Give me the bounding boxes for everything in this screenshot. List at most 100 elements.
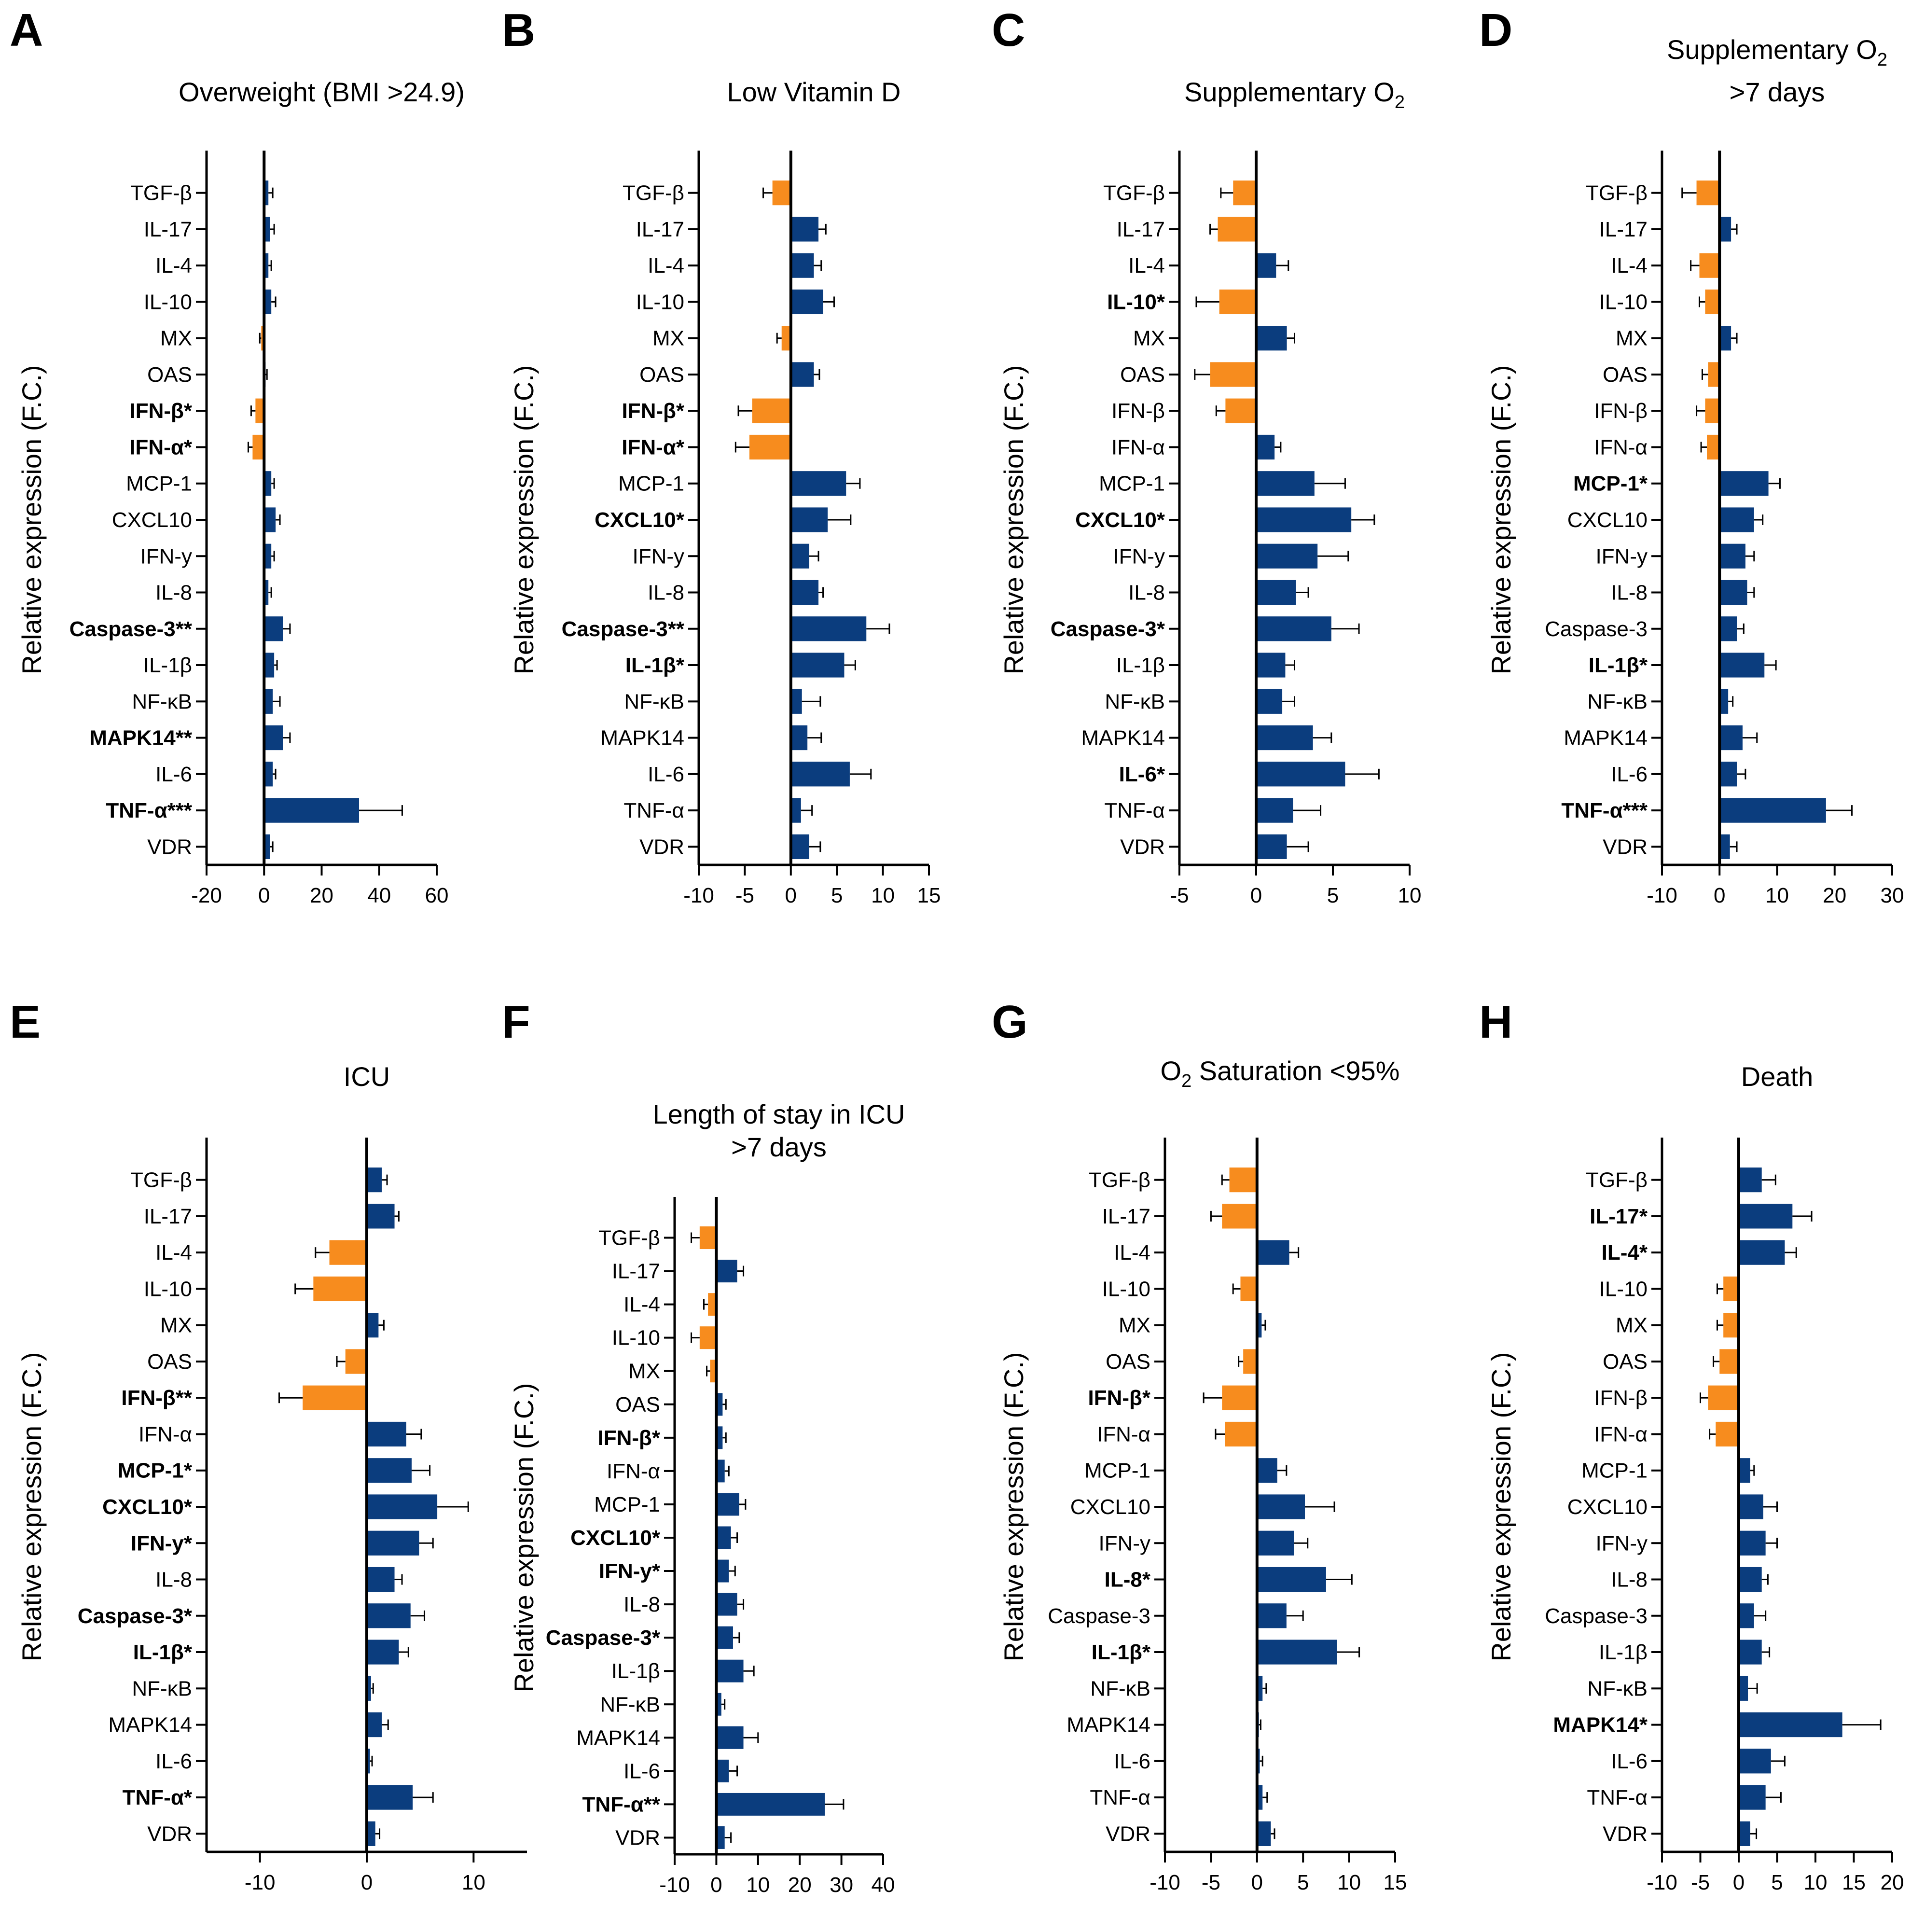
panel-b-error-bar-14 [844,660,856,671]
panel-c-category-label-15: NF-κB [1105,690,1165,713]
panel-a-error-bar-17 [273,768,277,779]
panel-b-x-tick-label-2: -5 [735,884,754,907]
panel-c-error-bar-9 [1314,478,1346,489]
panel-f-bar-19 [716,1826,725,1849]
panel-e-bar-14 [367,1640,399,1665]
panel-d-error-bar-8 [1700,442,1707,453]
panel-g-bar-5 [1257,1313,1262,1338]
panel-h-bar-5 [1723,1313,1739,1338]
panel-a-error-bar-8 [247,442,253,453]
panel-g-category-label-16: MAPK14 [1066,1713,1150,1737]
panel-d-bar-18 [1719,798,1826,823]
panel-g-error-bar-14 [1337,1647,1360,1658]
panel-h-bar-17 [1739,1749,1771,1774]
panel-e-category-label-16: MAPK14 [108,1713,192,1737]
panel-e-error-bar-8 [406,1429,422,1440]
panel-g-error-bar-9 [1277,1465,1288,1476]
panel-g-x-tick-label-5: 10 [1337,1871,1361,1894]
panel-g-bar-12 [1257,1567,1326,1592]
panel-h-category-label-5: MX [1616,1314,1648,1337]
panel-h-bar-14 [1739,1640,1762,1665]
panel-h-error-bar-7 [1700,1392,1708,1404]
panel-a-x-tick-label-1: -20 [191,884,222,907]
panel-h-error-bar-11 [1765,1538,1778,1549]
panel-b-category-label-11: IFN-y [632,544,684,568]
panel-h-bar-18 [1739,1785,1766,1810]
panel-f-error-bar-6 [722,1399,727,1410]
panel-h-category-label-7: IFN-β [1594,1386,1648,1410]
panel-b-category-label-19: VDR [639,835,684,859]
panel-h-bar-9 [1739,1458,1750,1483]
panel-c-category-label-1: TGF-β [1103,181,1165,205]
panel-e-category-label-15: NF-κB [132,1677,192,1700]
panel-c-bar-16 [1256,725,1313,751]
panel-f-title-line-1: Length of stay in ICU [653,1099,905,1129]
panel-c-error-bar-6 [1194,369,1210,380]
panel-g-category-label-18: TNF-α [1090,1786,1150,1809]
panel-e-bar-11 [367,1530,419,1556]
panel-a-category-label-18: TNF-α*** [106,799,192,822]
panel-e-error-bar-15 [371,1683,374,1694]
panel-g-error-bar-4 [1232,1283,1241,1294]
panel-a-category-label-16: MAPK14** [89,726,193,750]
panel-g-y-axis-label: Relative expression (F.C.) [998,1352,1029,1661]
panel-c-error-bar-3 [1276,260,1289,271]
panel-d-title-line-2: >7 days [1730,77,1825,107]
panel-g-category-label-9: MCP-1 [1084,1459,1150,1483]
panel-d-category-label-18: TNF-α*** [1561,799,1648,822]
panel-h-error-bar-1 [1761,1174,1776,1185]
panel-a-bar-19 [264,834,270,859]
panel-e-category-label-7: IFN-β** [121,1386,193,1410]
panel-e-bar-12 [367,1567,395,1592]
panel-g-error-bar-3 [1289,1247,1300,1258]
panel-a-title-line-1: Overweight (BMI >24.9) [179,77,465,107]
panel-c-x-tick-label-4: 10 [1398,884,1422,907]
panel-h-category-label-18: TNF-α [1587,1786,1648,1809]
panel-f-error-bar-1 [691,1232,700,1243]
panel-e-error-bar-14 [399,1647,409,1658]
panel-b-bar-5 [781,326,791,351]
panel-a-error-bar-5 [259,333,262,344]
panel-a-x-tick-label-2: 0 [258,884,270,907]
panel-c-bar-5 [1256,326,1287,351]
panel-d-category-label-16: MAPK14 [1564,726,1648,750]
panel-h-x-tick-label-7: 20 [1881,1871,1904,1894]
panel-a-category-label-19: VDR [147,835,192,859]
panel-f-category-label-1: TGF-β [598,1226,660,1250]
panel-d-category-label-10: CXCL10 [1567,508,1648,532]
panel-e-bar-16 [367,1712,382,1737]
panel-d-error-bar-5 [1731,333,1738,344]
panel-b-bar-8 [749,434,791,460]
panel-c-bar-9 [1256,471,1315,496]
panel-b-category-label-16: MAPK14 [600,726,684,750]
panel-g-category-label-5: MX [1119,1314,1150,1337]
panel-a-category-label-4: IL-10 [144,290,192,314]
panel-c-error-bar-14 [1285,660,1295,671]
panel-f-error-bar-14 [743,1666,755,1677]
panel-b-bar-12 [790,580,819,605]
panel-b-error-bar-12 [818,587,824,598]
panel-f-bar-15 [716,1693,721,1716]
panel-d-category-label-8: IFN-α [1594,435,1648,459]
panel-b-x-tick-label-4: 5 [831,884,843,907]
panel-h-bar-8 [1716,1421,1739,1447]
panel-a-category-label-2: IL-17 [144,218,192,241]
panel-b-error-bar-7 [737,405,752,417]
panel-b-bar-4 [790,289,823,315]
panel-c-category-label-16: MAPK14 [1081,726,1165,750]
panel-f-category-label-5: MX [628,1360,660,1383]
panel-f-category-label-19: VDR [615,1826,660,1849]
panel-f-bar-17 [716,1759,729,1782]
panel-g-error-bar-12 [1326,1574,1353,1585]
panel-a-category-label-9: MCP-1 [126,472,192,496]
panel-a-bar-1 [264,181,269,206]
panel-g-bar-15 [1257,1676,1263,1701]
panel-e-error-bar-19 [375,1828,381,1839]
panel-e-error-bar-10 [437,1501,469,1512]
panel-a-category-label-7: IFN-β* [129,399,192,423]
panel-d-bar-9 [1719,471,1769,496]
panel-f-x-tick-label-2: 0 [710,1873,722,1897]
panel-d-bar-5 [1719,326,1731,351]
panel-a-bar-13 [264,616,283,641]
panel-f-category-label-13: Caspase-3* [546,1626,661,1650]
